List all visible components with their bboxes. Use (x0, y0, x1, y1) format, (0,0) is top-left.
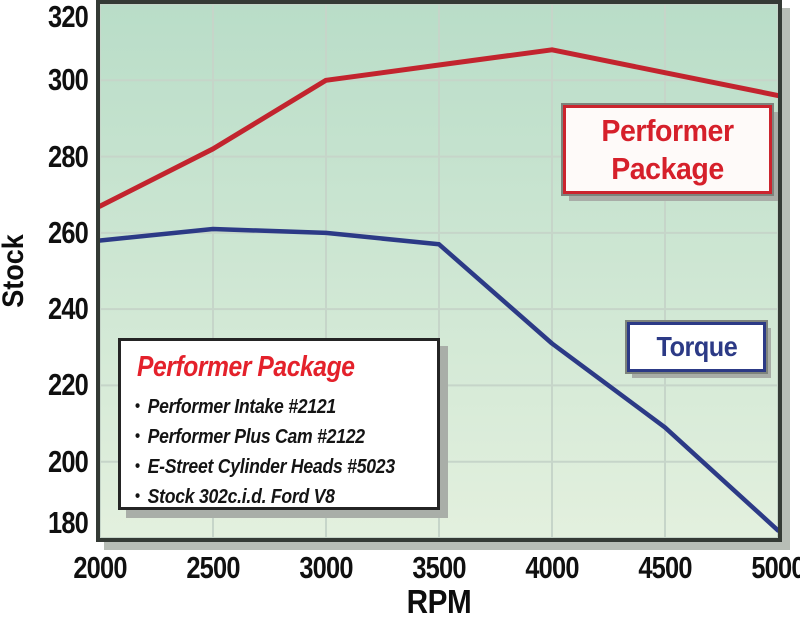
series-line-performer-package (100, 47, 778, 209)
y-tick-label: 240 (48, 291, 89, 327)
legend-item: • Performer Intake #2121 (135, 391, 386, 421)
series-line-torque (100, 226, 778, 533)
bullet-icon: • (135, 426, 140, 445)
y-tick-label: 280 (48, 138, 89, 174)
y-axis-title: Stock (0, 234, 30, 308)
legend-item: • E-Street Cylinder Heads #5023 (135, 451, 395, 481)
torque-callout-label: Torque (656, 331, 737, 362)
legend-item-text: E-Street Cylinder Heads #5023 (147, 455, 396, 478)
performer-package-callout-line1: Performer (601, 113, 734, 148)
x-axis-title: RPM (406, 583, 472, 617)
legend-item: • Performer Plus Cam #2122 (135, 421, 386, 451)
y-tick-label: 180 (48, 505, 89, 540)
legend-title: Performer Package (137, 351, 355, 383)
y-tick-label: 220 (48, 367, 89, 403)
x-tick-label: 3000 (299, 550, 353, 585)
y-tick-label: 320 (48, 0, 89, 34)
legend-item-text: Stock 302c.i.d. Ford V8 (147, 485, 335, 508)
legend-items: • Performer Intake #2121 • Performer Plus C… (135, 391, 427, 511)
torque-callout: Torque (627, 322, 766, 372)
legend-item-text: Performer Plus Cam #2122 (147, 425, 366, 448)
y-tick-label: 300 (48, 62, 89, 98)
bullet-icon: • (135, 396, 140, 415)
legend-item: • Stock 302c.i.d. Ford V8 (135, 481, 386, 511)
bullet-icon: • (135, 456, 140, 475)
legend-item-text: Performer Intake #2121 (147, 395, 337, 418)
x-tick-label: 4500 (638, 550, 692, 585)
x-tick-label: 2500 (186, 550, 240, 585)
x-tick-label: 5000 (751, 550, 800, 585)
y-tick-label: 260 (48, 214, 89, 250)
x-tick-label: 3500 (412, 550, 466, 585)
x-tick-label: 2000 (73, 550, 127, 585)
performer-package-callout-line2: Package (611, 151, 724, 186)
y-tick-label: 200 (48, 443, 89, 479)
x-tick-label: 4000 (525, 550, 579, 585)
legend-box: Performer Package • Performer Intake #212… (118, 338, 440, 510)
performer-package-callout: Performer Package (563, 105, 772, 194)
bullet-icon: • (135, 486, 140, 505)
